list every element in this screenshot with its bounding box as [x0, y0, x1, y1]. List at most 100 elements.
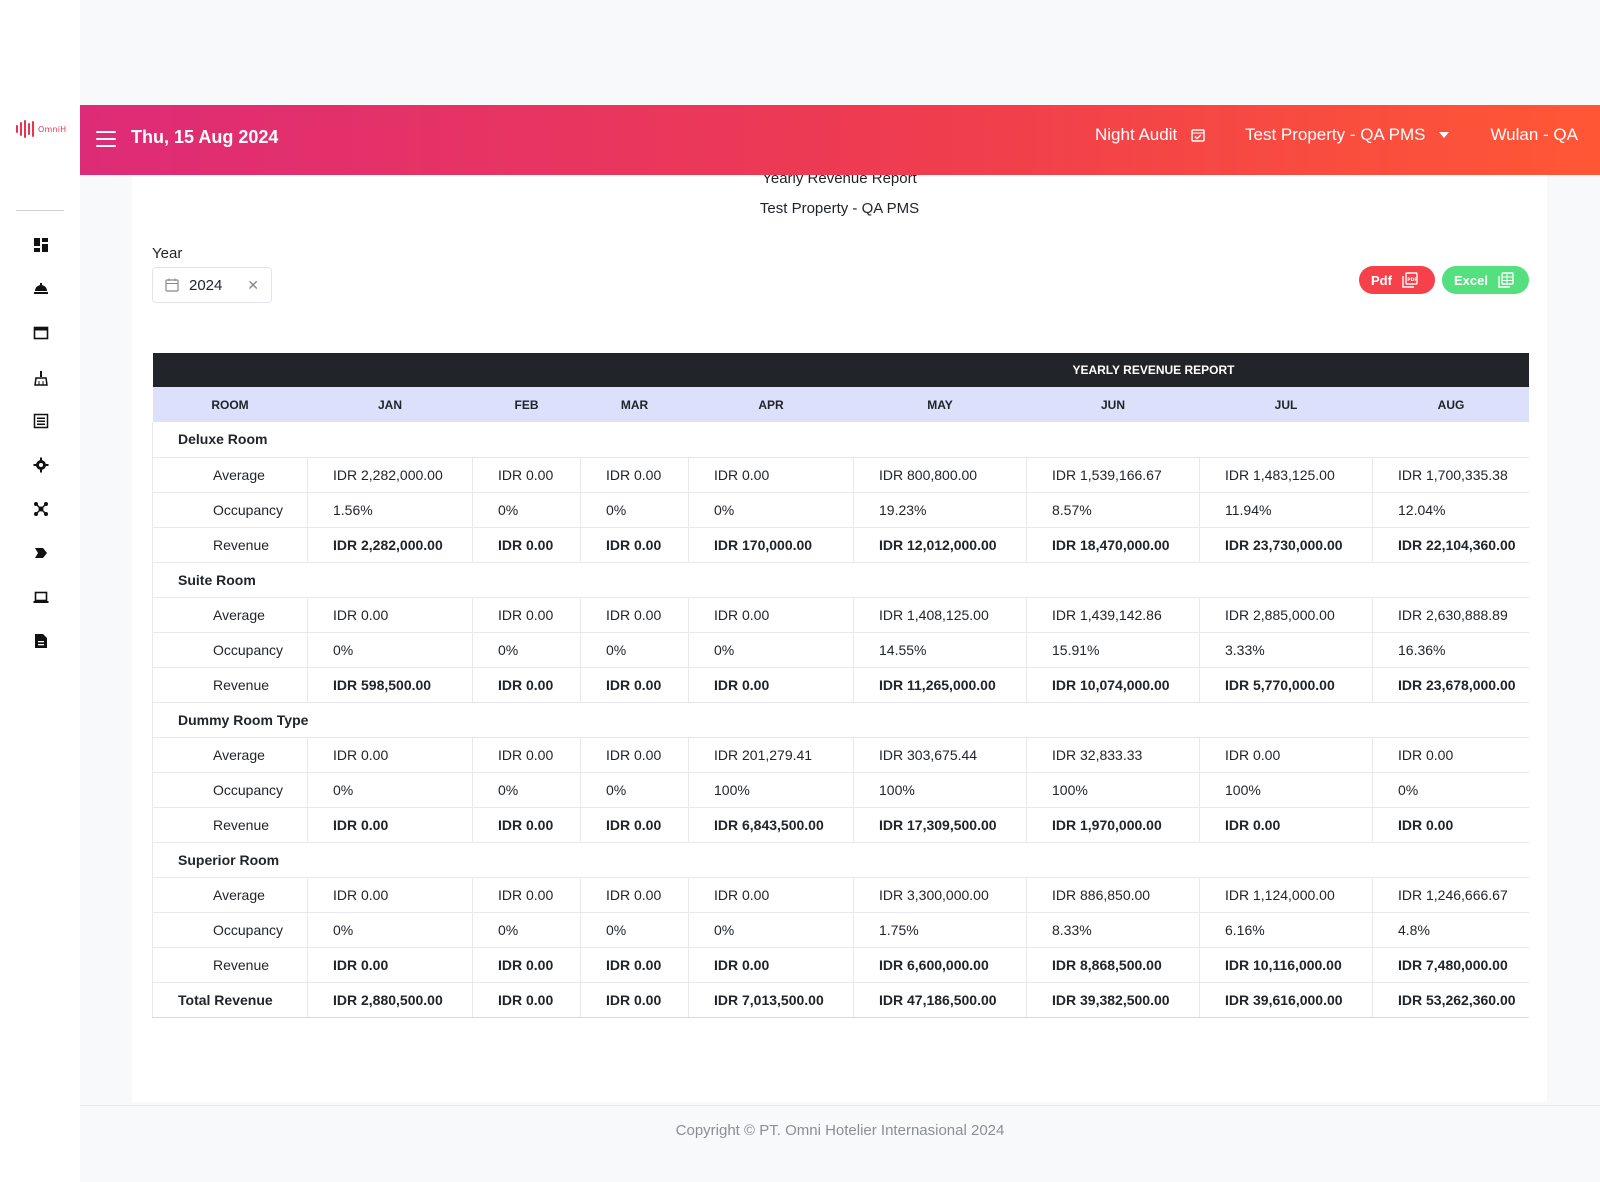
table-cell: IDR 2,282,000.00	[307, 457, 473, 493]
table-cell: IDR 0.00	[688, 877, 854, 913]
table-cell: IDR 0.00	[472, 982, 581, 1018]
table-cell: IDR 0.00	[472, 527, 581, 563]
table-cell: IDR 0.00	[307, 807, 473, 843]
menu-icon[interactable]	[96, 131, 116, 147]
gear-icon[interactable]	[32, 456, 50, 474]
table-cell: IDR 0.00	[580, 947, 689, 983]
export-excel-button[interactable]: Excel	[1442, 266, 1529, 294]
room-type-name: Suite Room	[152, 562, 1529, 598]
report-card: Yearly Revenue Report Test Property - QA…	[132, 170, 1547, 1102]
table-cell: IDR 0.00	[307, 947, 473, 983]
table-row: Revenue IDR 0.00 IDR 0.00 IDR 0.00 IDR 0.00 I…	[152, 947, 1529, 983]
table-cell: 0%	[688, 632, 854, 668]
revenue-table-container[interactable]: YEARLY REVENUE REPORT ROOM JAN FEB MAR APR MA…	[152, 353, 1529, 1018]
total-revenue-label: Total Revenue	[152, 982, 308, 1018]
metric-label: Revenue	[152, 667, 308, 703]
table-cell: 19.23%	[853, 492, 1027, 528]
table-cell: IDR 0.00	[1199, 737, 1373, 773]
metric-label: Occupancy	[152, 912, 308, 948]
table-cell: IDR 1,970,000.00	[1026, 807, 1200, 843]
table-cell: IDR 10,074,000.00	[1026, 667, 1200, 703]
table-cell: 100%	[1026, 772, 1200, 808]
column-header-feb: FEB	[472, 387, 581, 422]
folder-icon[interactable]	[32, 324, 50, 342]
table-cell: IDR 53,262,360.00	[1371, 982, 1529, 1018]
table-cell: IDR 18,470,000.00	[1026, 527, 1200, 563]
top-navbar: Thu, 15 Aug 2024 Night Audit Test Proper…	[80, 105, 1600, 175]
table-cell: IDR 0.00	[580, 807, 689, 843]
table-cell: IDR 39,382,500.00	[1026, 982, 1200, 1018]
export-pdf-button[interactable]: Pdf PDF	[1359, 266, 1435, 294]
housekeeping-icon[interactable]	[32, 369, 50, 387]
table-cell: IDR 598,500.00	[307, 667, 473, 703]
table-row: Revenue IDR 598,500.00 IDR 0.00 IDR 0.00 IDR…	[152, 667, 1529, 703]
table-cell: IDR 2,282,000.00	[307, 527, 473, 563]
table-row: Average IDR 2,282,000.00 IDR 0.00 IDR 0.00 I…	[152, 457, 1529, 493]
user-menu[interactable]: Wulan - QA	[1490, 125, 1578, 144]
table-cell: IDR 0.00	[472, 667, 581, 703]
dashboard-icon[interactable]	[32, 236, 50, 254]
table-row: Average IDR 0.00 IDR 0.00 IDR 0.00 IDR 0.00 I…	[152, 877, 1529, 913]
table-cell: IDR 0.00	[580, 667, 689, 703]
property-name: Test Property - QA PMS	[1245, 125, 1426, 144]
property-selector[interactable]: Test Property - QA PMS	[1245, 125, 1450, 145]
table-cell: IDR 0.00	[688, 457, 854, 493]
table-row: Revenue IDR 0.00 IDR 0.00 IDR 0.00 IDR 6,843…	[152, 807, 1529, 843]
table-cell: 0%	[307, 772, 473, 808]
table-cell: IDR 23,678,000.00	[1371, 667, 1529, 703]
night-audit-button[interactable]: Night Audit	[1095, 125, 1205, 145]
table-row: Occupancy 1.56% 0% 0% 0% 19.23% 8.57% 11.94% 12.…	[152, 492, 1529, 528]
table-row: Occupancy 0% 0% 0% 100% 100% 100% 100% 0%	[152, 772, 1529, 808]
table-cell: 0%	[688, 912, 854, 948]
table-cell: IDR 201,279.41	[688, 737, 854, 773]
table-cell: IDR 2,630,888.89	[1371, 597, 1529, 633]
table-cell: IDR 800,800.00	[853, 457, 1027, 493]
table-cell: IDR 5,770,000.00	[1199, 667, 1373, 703]
table-cell: IDR 0.00	[580, 597, 689, 633]
table-cell: IDR 6,843,500.00	[688, 807, 854, 843]
tag-icon[interactable]	[32, 544, 50, 562]
list-icon[interactable]	[32, 412, 50, 430]
table-cell: IDR 0.00	[688, 667, 854, 703]
table-cell: IDR 0.00	[580, 457, 689, 493]
brand-logo[interactable]: OmniH	[16, 120, 66, 138]
table-cell: IDR 0.00	[307, 737, 473, 773]
sidebar: OmniH	[0, 0, 80, 1182]
table-cell: IDR 0.00	[688, 597, 854, 633]
laptop-icon[interactable]	[32, 588, 50, 606]
table-cell: 16.36%	[1371, 632, 1529, 668]
concierge-bell-icon[interactable]	[32, 279, 50, 297]
table-row: Occupancy 0% 0% 0% 0% 14.55% 15.91% 3.33% 16.36%	[152, 632, 1529, 668]
table-cell: IDR 0.00	[472, 807, 581, 843]
metric-label: Average	[152, 457, 308, 493]
table-cell: 0%	[580, 772, 689, 808]
table-cell: 0%	[472, 492, 581, 528]
table-body: Deluxe Room Average IDR 2,282,000.00 IDR 0.…	[152, 422, 1529, 1018]
table-cell: IDR 0.00	[307, 877, 473, 913]
report-icon[interactable]	[32, 632, 50, 650]
column-header-mar: MAR	[580, 387, 689, 422]
metric-label: Occupancy	[152, 772, 308, 808]
revenue-table: YEARLY REVENUE REPORT ROOM JAN FEB MAR APR MA…	[152, 353, 1529, 1018]
table-cell: IDR 0.00	[1371, 737, 1529, 773]
year-picker[interactable]: 2024 ✕	[152, 267, 272, 303]
copyright-text: Copyright © PT. Omni Hotelier Internasio…	[675, 1122, 1005, 1139]
clear-icon[interactable]: ✕	[247, 276, 259, 293]
room-type-name: Superior Room	[152, 842, 1529, 878]
network-icon[interactable]	[32, 500, 50, 518]
table-header-row: ROOM JAN FEB MAR APR MAY JUN JUL AUG	[152, 387, 1529, 422]
pdf-label: Pdf	[1371, 272, 1392, 288]
total-revenue-row: Total Revenue IDR 2,880,500.00 IDR 0.00 IDR…	[152, 982, 1529, 1018]
table-cell: 0%	[307, 632, 473, 668]
metric-label: Average	[152, 877, 308, 913]
report-property-name: Test Property - QA PMS	[759, 200, 920, 217]
table-cell: IDR 12,012,000.00	[853, 527, 1027, 563]
table-cell: 15.91%	[1026, 632, 1200, 668]
table-cell: IDR 1,483,125.00	[1199, 457, 1373, 493]
table-cell: IDR 2,880,500.00	[307, 982, 473, 1018]
table-cell: IDR 0.00	[688, 947, 854, 983]
table-cell: IDR 6,600,000.00	[853, 947, 1027, 983]
table-cell: IDR 0.00	[580, 527, 689, 563]
table-cell: 0%	[472, 632, 581, 668]
table-cell: 11.94%	[1199, 492, 1373, 528]
